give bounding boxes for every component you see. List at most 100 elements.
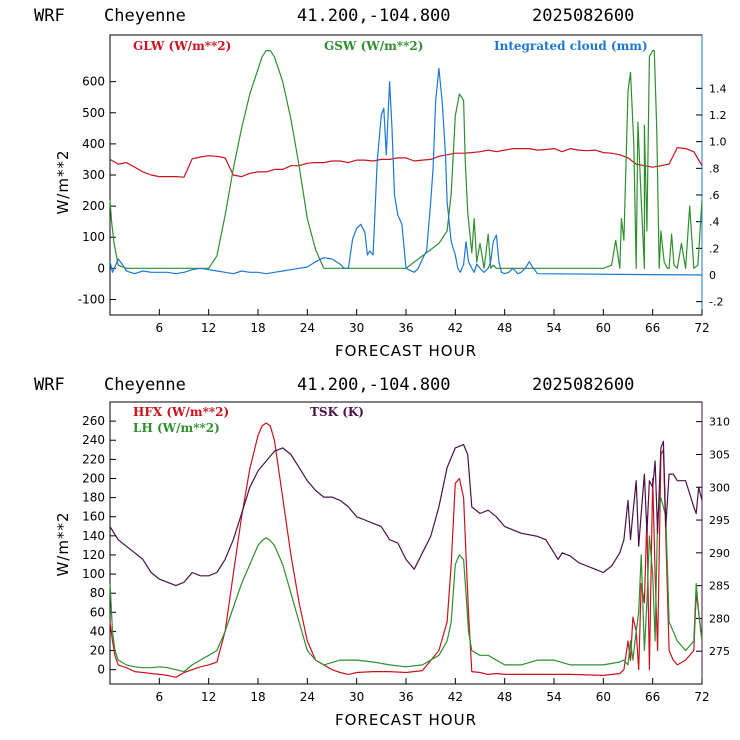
bot-xtick-label: 6 — [156, 690, 164, 704]
top-ytick-label: 300 — [82, 168, 105, 182]
top-xtick-label: 12 — [201, 321, 216, 335]
bot-y2tick-label: 310 — [709, 416, 730, 429]
bot-xtick-label: 24 — [300, 690, 315, 704]
top-y2tick-label: 1.2 — [709, 109, 727, 122]
top-y2tick-label: .4 — [709, 216, 720, 229]
bot-y2tick-label: 295 — [709, 514, 730, 527]
bot-ytick-label: 100 — [82, 567, 105, 581]
top-series-1-line — [109, 50, 703, 269]
legend-gsw: GSW (W/m**2) — [324, 39, 423, 53]
bot-y2tick-label: 280 — [709, 612, 730, 625]
top-y2tick-label: .2 — [709, 242, 720, 255]
bot-series-1-line — [109, 497, 703, 673]
top-y2-ticks: -.2 0 .2 .4 .6 .8 1.0 1.2 1.4 — [696, 82, 727, 309]
bot-y2tick-label: 285 — [709, 580, 730, 593]
bot-y2tick-label: 305 — [709, 448, 730, 461]
bot-ytick-label: 240 — [82, 433, 105, 447]
top-ytick-label: -100 — [78, 292, 105, 306]
top-xtick-label: 72 — [694, 321, 709, 335]
bottom-series-group — [109, 422, 703, 678]
bot-xtick-label: 72 — [694, 690, 709, 704]
top-xtick-label: 54 — [546, 321, 561, 335]
header-run: 2025082600 — [532, 6, 634, 26]
top-ytick-label: 600 — [82, 75, 105, 89]
top-xtick-label: 66 — [645, 321, 660, 335]
header-model: WRF — [34, 6, 65, 26]
bottom-header: WRF Cheyenne 41.200,-104.800 2025082600 — [34, 375, 634, 395]
top-xtick-label: 24 — [300, 321, 315, 335]
top-ytick-label: 400 — [82, 137, 105, 151]
bot-xtick-label: 60 — [596, 690, 611, 704]
top-y2tick-label: .8 — [709, 162, 720, 175]
bottom-plot-frame — [109, 401, 703, 685]
bot-ytick-label: 180 — [82, 491, 105, 505]
bot-ytick-label: 20 — [90, 644, 105, 658]
top-y2tick-label: 1.0 — [709, 136, 727, 149]
bot-series-2-line — [109, 440, 703, 587]
top-xtick-label: 42 — [448, 321, 463, 335]
top-series-0-line — [109, 147, 703, 178]
bot-ytick-label: 60 — [90, 605, 105, 619]
header-station-2: Cheyenne — [104, 375, 186, 395]
bot-xtick-label: 30 — [349, 690, 364, 704]
top-plot-frame — [109, 34, 703, 316]
legend-glw: GLW (W/m**2) — [133, 39, 231, 53]
top-xtick-label: 18 — [250, 321, 265, 335]
top-x-axis-label: FORECAST HOUR — [335, 342, 477, 360]
top-y2tick-label: -.2 — [709, 296, 723, 309]
legend-cloud: Integrated cloud (mm) — [494, 39, 648, 53]
bot-xtick-label: 54 — [546, 690, 561, 704]
bot-ytick-label: 140 — [82, 529, 105, 543]
top-xtick-label: 36 — [398, 321, 413, 335]
top-series-2-line — [109, 67, 703, 276]
legend-lh: LH (W/m**2) — [133, 421, 220, 435]
bot-y2tick-label: 275 — [709, 645, 730, 658]
top-x-ticks: 6 12 18 24 30 36 42 48 54 60 66 72 — [156, 309, 710, 335]
bottom-y-axis-label: W/m**2 — [54, 511, 72, 576]
bot-ytick-label: 0 — [97, 663, 105, 677]
top-xtick-label: 6 — [156, 321, 164, 335]
bot-ytick-label: 40 — [90, 624, 105, 638]
bottom-y2-ticks: 275 280 285 290 295 300 305 310 — [696, 416, 730, 658]
bot-xtick-label: 36 — [398, 690, 413, 704]
top-ytick-label: 200 — [82, 199, 105, 213]
bot-ytick-label: 120 — [82, 548, 105, 562]
top-chart: 6 12 18 24 30 36 42 48 54 60 66 72 -100 0 100 200 300 40… — [54, 34, 727, 360]
header-station: Cheyenne — [104, 6, 186, 26]
top-y2tick-label: .6 — [709, 189, 720, 202]
bot-xtick-label: 48 — [497, 690, 512, 704]
top-y2tick-label: 1.4 — [709, 82, 727, 95]
bot-xtick-label: 66 — [645, 690, 660, 704]
bottom-chart: 6 12 18 24 30 36 42 48 54 60 66 72 0 20 40 60 80 100 120 1… — [54, 401, 730, 729]
legend-hfx: HFX (W/m**2) — [133, 405, 229, 419]
top-ytick-label: 500 — [82, 106, 105, 120]
bot-ytick-label: 80 — [90, 586, 105, 600]
top-y2tick-label: 0 — [709, 269, 716, 282]
bottom-x-axis-label: FORECAST HOUR — [335, 711, 477, 729]
bot-ytick-label: 200 — [82, 471, 105, 485]
legend-tsk: TSK (K) — [310, 405, 364, 419]
bot-y2tick-label: 290 — [709, 547, 730, 560]
top-header: WRF Cheyenne 41.200,-104.800 2025082600 — [34, 6, 634, 26]
bot-xtick-label: 42 — [448, 690, 463, 704]
header-coords-2: 41.200,-104.800 — [297, 375, 451, 395]
top-series-group — [109, 50, 703, 276]
top-y-axis-label: W/m**2 — [54, 149, 72, 214]
top-xtick-label: 30 — [349, 321, 364, 335]
header-run-2: 2025082600 — [532, 375, 634, 395]
bottom-y-ticks: 0 20 40 60 80 100 120 140 160 180 200 220 240 260 — [82, 414, 116, 677]
top-y-ticks: -100 0 100 200 300 400 500 600 — [78, 75, 116, 306]
bot-ytick-label: 260 — [82, 414, 105, 428]
top-xtick-label: 60 — [596, 321, 611, 335]
top-ytick-label: 0 — [97, 261, 105, 275]
header-coords: 41.200,-104.800 — [297, 6, 451, 26]
header-model-2: WRF — [34, 375, 65, 395]
top-xtick-label: 48 — [497, 321, 512, 335]
bot-xtick-label: 12 — [201, 690, 216, 704]
bot-y2tick-label: 300 — [709, 481, 730, 494]
bot-ytick-label: 160 — [82, 510, 105, 524]
bot-ytick-label: 220 — [82, 452, 105, 466]
bottom-x-ticks: 6 12 18 24 30 36 42 48 54 60 66 72 — [156, 678, 710, 704]
bot-series-0-line — [109, 422, 703, 678]
